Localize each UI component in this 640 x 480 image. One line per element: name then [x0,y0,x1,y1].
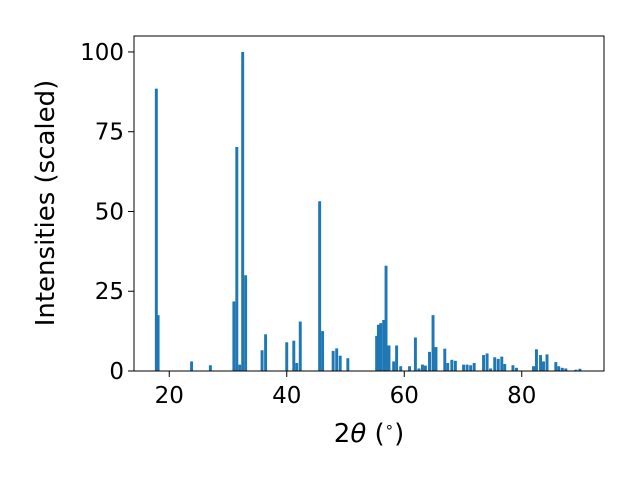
bar-peak-7 [241,51,245,371]
bar-peak-5 [235,147,239,371]
bar-peak-48 [489,368,493,371]
x-tick-label: 80 [507,383,536,409]
bar-peak-2 [190,361,194,371]
bar-peak-47 [485,353,489,371]
bar-peak-37 [434,347,438,371]
x-tick-label: 40 [272,383,301,409]
bar-peak-60 [554,362,558,371]
bar-peak-58 [542,361,545,371]
bar-peak-59 [545,354,549,371]
bar-peak-63 [564,368,568,371]
bar-peak-20 [346,358,350,371]
y-tick-label: 75 [95,120,124,146]
bar-peak-64 [574,369,578,371]
x-label-theta: θ [350,419,366,449]
bar-peak-56 [534,349,538,371]
plot-frame [133,35,605,372]
bar-peak-29 [399,366,403,371]
bar-peak-49 [493,357,497,371]
bar-peak-33 [420,364,424,371]
bar-peak-51 [500,356,504,371]
y-tick-label: 0 [109,359,124,385]
bar-peak-4 [232,301,236,371]
bar-peak-38 [443,348,447,371]
bar-peak-9 [260,350,264,371]
bar-peak-65 [578,368,582,371]
bar-peak-41 [453,360,457,371]
y-tick-label: 50 [95,199,124,225]
bar-peak-43 [465,364,469,371]
y-axis-ticks: 0 25 50 75 100 [80,40,134,385]
bar-peak-24 [382,319,386,371]
bar-peak-45 [472,363,476,371]
bar-peak-15 [318,201,322,371]
bar-peak-16 [321,331,325,371]
bar-peak-3 [208,365,212,371]
bar-peak-54 [514,367,518,371]
bar-peak-8 [244,275,248,371]
bar-peak-62 [560,367,564,371]
x-label-part-3: ( [366,419,384,449]
bar-series [154,51,582,371]
bar-peak-6 [238,364,242,371]
bar-peak-25 [384,265,388,371]
x-label-degree: ∘ [385,418,394,436]
x-label-part-5: ) [394,419,404,449]
x-axis-label: 2θ (∘) [334,418,404,449]
bar-peak-27 [392,361,396,371]
bar-peak-35 [428,351,431,371]
bar-peak-18 [335,348,339,371]
y-axis-label: Intensities (scaled) [31,80,61,327]
bar-peak-36 [431,315,435,371]
bar-peak-42 [462,364,466,371]
bar-peak-57 [539,355,543,371]
bar-peak-44 [469,365,473,371]
bar-peak-31 [413,337,417,371]
bar-peak-0 [154,88,158,371]
bar-peak-46 [482,355,486,371]
bar-peak-55 [532,366,535,371]
bar-peak-14 [298,321,302,371]
bar-peak-34 [423,365,427,371]
bar-peak-13 [295,363,299,371]
bar-peak-23 [379,323,383,371]
x-tick-label: 60 [390,383,419,409]
bar-peak-26 [387,345,391,371]
x-label-part-1: 2 [334,419,351,449]
bar-peak-22 [376,324,380,371]
bar-peak-11 [285,342,289,371]
bar-peak-10 [264,334,268,371]
bar-peak-61 [557,366,561,371]
bar-peak-39 [446,363,450,371]
bar-peak-32 [417,368,421,371]
bar-peak-50 [496,358,500,371]
x-tick-label: 20 [155,383,184,409]
bar-peak-28 [395,345,399,371]
bar-peak-21 [375,335,379,371]
bar-peak-1 [156,315,160,371]
bar-peak-19 [338,355,342,371]
y-tick-label: 25 [95,279,124,305]
bar-peak-52 [503,363,507,371]
y-tick-label: 100 [80,40,124,66]
bar-peak-53 [511,365,515,371]
bar-peak-17 [331,350,335,371]
bar-peak-30 [408,366,412,371]
bar-peak-12 [292,340,296,371]
bar-peak-40 [450,359,454,371]
x-axis-ticks: 20 40 60 80 [155,371,536,409]
